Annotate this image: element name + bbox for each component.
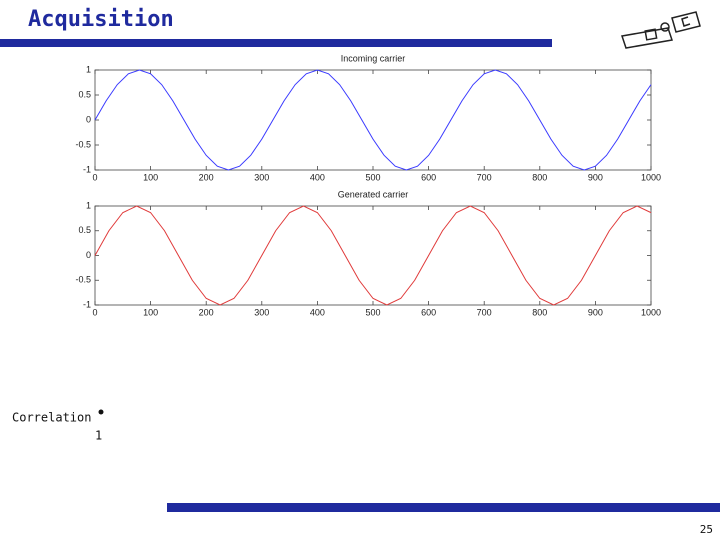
y-tick-label: 0 [86, 114, 91, 124]
y-tick-label: -0.5 [75, 139, 91, 149]
footer-bar [167, 503, 720, 512]
x-tick-label: 400 [310, 307, 325, 317]
x-tick-label: 500 [365, 172, 380, 182]
x-tick-label: 100 [143, 172, 158, 182]
plot-area [94, 69, 652, 171]
page-number: 25 [700, 523, 713, 536]
x-tick-label: 800 [532, 307, 547, 317]
y-tick-label: -0.5 [75, 275, 91, 285]
x-tick-label: 700 [477, 172, 492, 182]
y-tick-label: -1 [83, 299, 91, 309]
x-tick-label: 100 [143, 307, 158, 317]
x-tick-label: 300 [254, 172, 269, 182]
x-tick-label: 1000 [641, 172, 661, 182]
body-label: Correlation [12, 411, 91, 425]
series-line [94, 69, 652, 171]
x-tick-label: 900 [588, 307, 603, 317]
x-tick-label: 400 [310, 172, 325, 182]
x-tick-label: 0 [92, 307, 97, 317]
body-value: 1 [95, 429, 102, 443]
bullet [98, 409, 104, 415]
x-tick-label: 800 [532, 172, 547, 182]
x-tick-label: 200 [199, 307, 214, 317]
x-tick-label: 500 [365, 307, 380, 317]
chart-title: Generated carrier [338, 189, 409, 199]
x-tick-label: 700 [477, 307, 492, 317]
x-tick-label: 600 [421, 307, 436, 317]
logo [621, 11, 701, 49]
x-tick-label: 600 [421, 172, 436, 182]
x-tick-label: 300 [254, 307, 269, 317]
x-tick-label: 1000 [641, 307, 661, 317]
chart-title: Incoming carrier [341, 53, 406, 63]
slide-title: Acquisition [28, 7, 174, 32]
x-tick-label: 0 [92, 172, 97, 182]
y-tick-label: 1 [86, 64, 91, 74]
y-tick-label: -1 [83, 164, 91, 174]
y-tick-label: 0.5 [78, 225, 91, 235]
header-bar [0, 39, 552, 47]
y-tick-label: 1 [86, 200, 91, 210]
series-line [94, 205, 652, 306]
x-tick-label: 200 [199, 172, 214, 182]
y-tick-label: 0 [86, 250, 91, 260]
x-tick-label: 900 [588, 172, 603, 182]
y-tick-label: 0.5 [78, 89, 91, 99]
